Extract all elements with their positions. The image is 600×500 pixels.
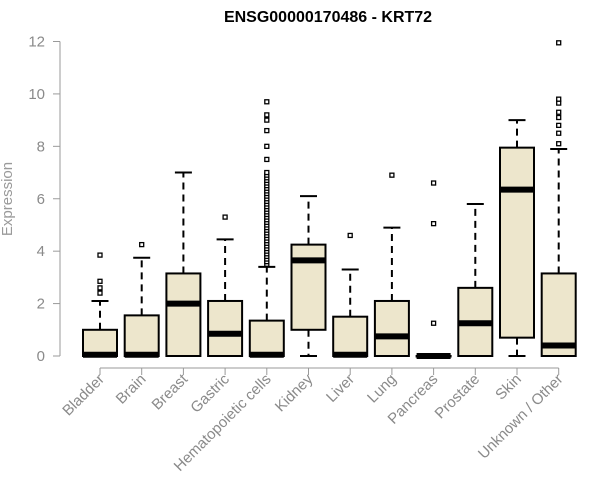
- outlier-point: [556, 114, 562, 121]
- y-tick-label: 10: [28, 86, 45, 103]
- y-tick-label: 6: [37, 191, 45, 208]
- outlier-point: [264, 156, 270, 163]
- outlier-point: [97, 278, 103, 284]
- x-tick-label: Breast: [149, 370, 192, 413]
- y-tick-label: 12: [28, 34, 45, 51]
- x-tick-label: Bladder: [59, 371, 108, 420]
- iqr-box: [123, 314, 160, 357]
- outlier-point: [222, 214, 228, 220]
- outlier-point: [97, 252, 103, 258]
- outlier-point: [264, 117, 270, 123]
- box-kidney: [290, 195, 327, 357]
- box-lung: [373, 172, 410, 357]
- iqr-box: [248, 319, 285, 357]
- box-brain: [123, 241, 160, 358]
- outlier-point: [139, 241, 145, 248]
- box-pancreas: [415, 180, 452, 359]
- outlier-point: [556, 109, 562, 115]
- iqr-box: [82, 328, 118, 357]
- box-gastric: [207, 214, 244, 357]
- outlier-point: [264, 112, 270, 118]
- outlier-point: [556, 122, 562, 129]
- box-bladder: [82, 252, 118, 358]
- iqr-box: [207, 299, 244, 357]
- box-breast: [165, 171, 202, 358]
- box-liver: [332, 232, 369, 358]
- y-axis: 0 2 4 6 8 10 12: [28, 34, 61, 365]
- x-tick-label: Brain: [113, 371, 150, 408]
- x-tick-label: Liver: [323, 371, 358, 406]
- outlier-point: [430, 180, 437, 186]
- x-tick-label: Prostate: [432, 371, 484, 423]
- iqr-box: [332, 315, 369, 357]
- outlier-point: [389, 172, 395, 178]
- chart-title: ENSG00000170486 - KRT72: [224, 9, 432, 26]
- y-tick-label: 8: [37, 138, 45, 155]
- y-tick-label: 2: [37, 296, 45, 313]
- iqr-box: [373, 299, 410, 357]
- outlier-point: [556, 141, 562, 147]
- outlier-point: [430, 220, 437, 227]
- outlier-point: [556, 130, 562, 136]
- plot-area: [82, 40, 577, 359]
- box-hematopoietic-cells: [248, 99, 285, 358]
- outlier-point: [264, 169, 270, 176]
- box-prostate: [457, 202, 494, 358]
- outlier-point: [97, 290, 103, 296]
- box-skin: [499, 119, 535, 357]
- outlier-point: [556, 96, 562, 102]
- outlier-point: [430, 320, 437, 326]
- iqr-box: [499, 146, 535, 339]
- outlier-point: [347, 232, 353, 239]
- outlier-point: [264, 99, 270, 105]
- outlier-point: [97, 285, 103, 291]
- y-axis-label: Expression: [0, 162, 16, 236]
- outlier-point: [264, 143, 270, 149]
- iqr-box: [540, 272, 577, 358]
- box-unknown-other: [540, 40, 577, 358]
- x-tick-label: Lung: [364, 371, 400, 407]
- x-tick-label: Kidney: [272, 370, 317, 415]
- iqr-box: [165, 272, 202, 358]
- y-tick-label: 0: [37, 348, 45, 365]
- outlier-point: [264, 127, 270, 134]
- y-tick-label: 4: [37, 243, 45, 260]
- x-tick-label: Skin: [492, 371, 525, 404]
- outlier-point: [556, 40, 562, 46]
